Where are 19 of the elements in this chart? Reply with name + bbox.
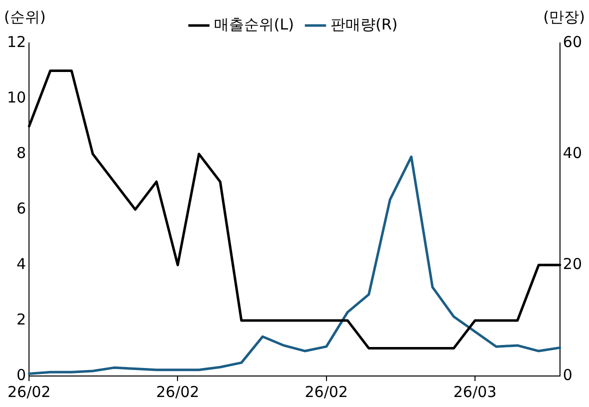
y2-tick-label: 40: [562, 144, 582, 162]
y-tick-label: 8: [16, 144, 26, 162]
x-tick-label: 26/02: [7, 382, 51, 401]
y-tick-label: 10: [6, 88, 26, 106]
y-tick-label: 6: [16, 199, 26, 218]
y-tick-label: 2: [16, 310, 26, 328]
y2-tick-label: 60: [562, 32, 582, 51]
legend-label: 매출순위(L): [214, 15, 294, 34]
y2-tick-label: 20: [562, 254, 582, 273]
legend-label: 판매량(R): [330, 15, 398, 34]
x-tick-label: 26/02: [156, 382, 200, 401]
y-tick-label: 0: [16, 366, 26, 384]
y-axis-title: (순위): [4, 8, 46, 26]
y2-tick-label: 0: [562, 366, 572, 384]
y-tick-label: 4: [16, 254, 26, 273]
y-tick-label: 12: [6, 32, 26, 51]
y2-axis-title: (만장): [543, 8, 585, 26]
x-tick-label: 26/03: [453, 382, 497, 401]
x-tick-label: 26/02: [304, 382, 348, 401]
